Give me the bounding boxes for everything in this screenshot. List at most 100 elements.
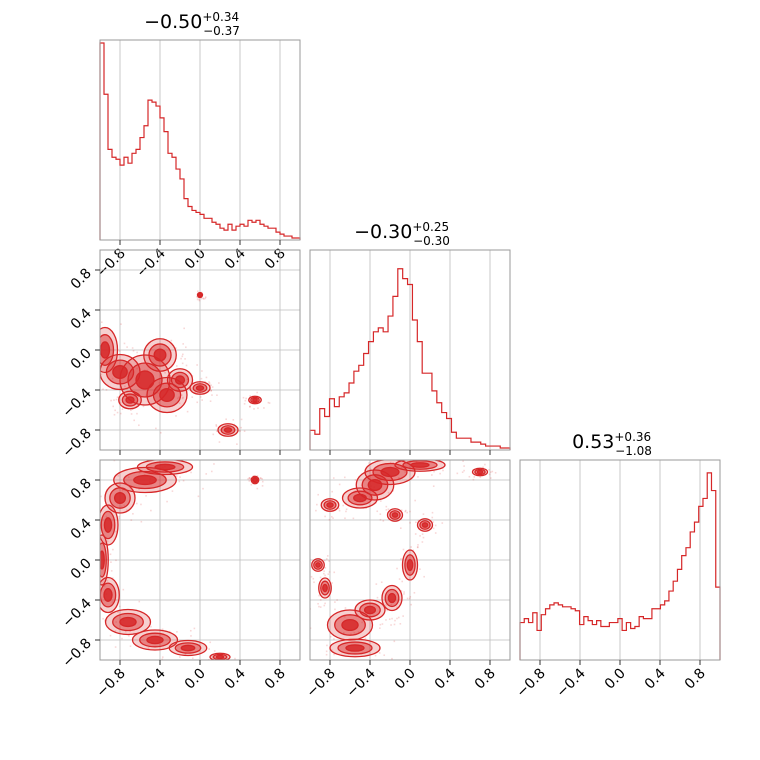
- sample-point: [114, 630, 117, 632]
- sample-point: [326, 555, 329, 557]
- sample-point: [389, 461, 392, 464]
- sample-point: [417, 476, 419, 478]
- sample-point: [204, 297, 207, 300]
- sample-point: [218, 663, 220, 665]
- sample-point: [159, 431, 162, 434]
- gridlines: [100, 250, 300, 450]
- sample-point: [421, 533, 424, 535]
- sample-point: [396, 606, 398, 609]
- sample-point: [261, 480, 264, 483]
- sample-point: [417, 519, 420, 522]
- contour-panel-2: −0.8 −0.4 0.0 0.4 0.8−0.8−0.40.00.40.8: [59, 454, 301, 701]
- sample-point: [403, 591, 405, 593]
- sample-point: [331, 649, 333, 651]
- sample-point: [332, 517, 334, 519]
- sample-point: [136, 367, 138, 370]
- sample-point: [336, 599, 338, 601]
- sample-point: [402, 548, 405, 551]
- sample-point: [315, 509, 317, 512]
- sample-point: [196, 295, 198, 298]
- sample-point: [210, 389, 213, 392]
- sample-point: [182, 353, 184, 356]
- sample-point: [113, 413, 116, 416]
- sample-point: [491, 470, 494, 473]
- sample-point: [120, 454, 122, 456]
- sample-point: [121, 408, 124, 410]
- sample-point: [158, 382, 161, 384]
- panel-title: 0.53+0.36 −1.08: [572, 430, 652, 458]
- sample-point: [215, 425, 218, 427]
- sample-point: [126, 346, 128, 348]
- sample-point: [140, 503, 142, 506]
- sample-point: [391, 617, 393, 620]
- sample-point: [116, 411, 119, 414]
- y-tick-label: −0.4: [59, 595, 94, 630]
- x-tick-label: 0.0: [182, 666, 209, 693]
- sample-point: [354, 489, 357, 492]
- sample-point: [132, 349, 135, 352]
- sample-point: [102, 388, 104, 391]
- sample-point: [176, 397, 179, 400]
- sample-point: [127, 476, 130, 479]
- sample-point: [196, 298, 199, 301]
- x-tick-label: −0.8: [93, 246, 128, 281]
- sample-point: [441, 522, 444, 524]
- sample-point: [205, 473, 208, 475]
- x-tick-label: 0.8: [262, 666, 289, 693]
- sample-point: [364, 637, 367, 640]
- sample-point: [369, 468, 372, 470]
- sample-point: [117, 611, 119, 614]
- sample-point: [409, 522, 411, 524]
- sample-point: [379, 666, 381, 668]
- sample-point: [89, 383, 91, 385]
- sample-point: [106, 540, 109, 542]
- sample-point: [175, 415, 177, 417]
- sample-point: [189, 629, 192, 632]
- sample-point: [118, 605, 121, 608]
- sample-point: [319, 606, 322, 608]
- sample-point: [374, 654, 377, 657]
- sample-point: [385, 509, 388, 511]
- sample-point: [412, 549, 415, 552]
- contour-level-3: [112, 365, 128, 379]
- sample-point: [260, 477, 262, 480]
- sample-point: [145, 495, 147, 497]
- sample-point: [181, 397, 184, 400]
- sample-point: [379, 627, 381, 629]
- sample-point: [479, 476, 482, 478]
- sample-point: [338, 507, 340, 510]
- sample-point: [93, 310, 95, 312]
- sample-point: [123, 342, 126, 345]
- sample-point: [178, 402, 181, 405]
- sample-point: [344, 517, 346, 520]
- title-minus: −0.37: [203, 24, 240, 38]
- contour-level-3: [341, 618, 359, 632]
- sample-point: [462, 460, 464, 462]
- sample-point: [215, 424, 218, 426]
- sample-point: [345, 510, 347, 513]
- sample-point: [210, 389, 212, 392]
- sample-point: [205, 383, 207, 386]
- sample-point: [170, 339, 173, 342]
- sample-point: [208, 382, 211, 384]
- sample-point: [236, 443, 238, 445]
- sample-point: [123, 504, 125, 507]
- sample-point: [127, 371, 130, 374]
- sample-point: [202, 661, 204, 663]
- sample-point: [178, 396, 180, 399]
- sample-point: [326, 644, 328, 647]
- sample-point: [183, 327, 185, 330]
- contour-level-3: [326, 502, 334, 508]
- sample-point: [267, 401, 270, 404]
- sample-point: [114, 646, 117, 648]
- sample-point: [376, 596, 379, 599]
- sample-point: [432, 485, 435, 487]
- sample-point: [213, 650, 216, 652]
- sample-point: [118, 350, 121, 352]
- sample-point: [95, 617, 97, 619]
- sample-point: [204, 380, 206, 383]
- x-tick-label: −0.4: [133, 665, 168, 700]
- sample-point: [324, 504, 326, 507]
- sample-point: [456, 472, 459, 475]
- contour-level-3: [119, 616, 137, 628]
